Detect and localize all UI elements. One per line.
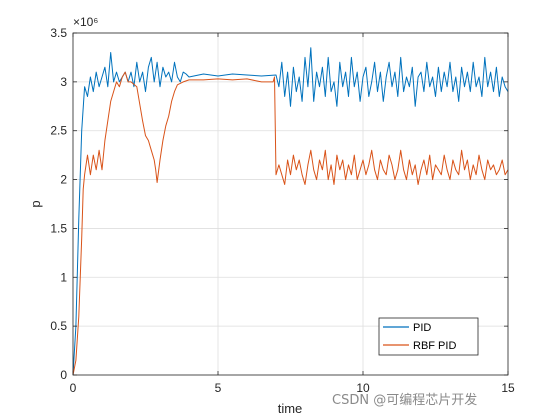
y-tick-label: 1.5 bbox=[50, 221, 67, 235]
legend-label-pid: PID bbox=[413, 322, 431, 334]
x-tick-label: 5 bbox=[215, 381, 222, 395]
x-tick-label: 15 bbox=[501, 381, 515, 395]
y-tick-label: 3.5 bbox=[50, 26, 67, 40]
y-tick-label: 0.5 bbox=[50, 319, 67, 333]
legend-label-rbf-pid: RBF PID bbox=[413, 340, 456, 352]
series-line-rbf-pid bbox=[72, 71, 509, 376]
x-tick-label: 10 bbox=[356, 381, 370, 395]
series-line-pid bbox=[72, 47, 509, 376]
x-tick-label: 0 bbox=[70, 381, 77, 395]
y-axis-label: p bbox=[28, 200, 43, 207]
y-tick-label: 1 bbox=[60, 270, 67, 284]
series-layer bbox=[72, 47, 509, 376]
y-tick-label: 2 bbox=[60, 173, 67, 187]
legend-box bbox=[378, 317, 479, 356]
y-tick-label: 2.5 bbox=[50, 124, 67, 138]
x-axis-label: time bbox=[278, 401, 303, 416]
y-tick-label: 3 bbox=[60, 75, 67, 89]
y-tick-label: 0 bbox=[60, 368, 67, 382]
ticks: 0 5 10 15 0 0.5 1 1.5 2 2.5 3 3.5 bbox=[50, 26, 515, 395]
grid bbox=[72, 32, 509, 376]
plot-frame bbox=[72, 32, 509, 376]
watermark: CSDN @可编程芯片开发 bbox=[332, 393, 478, 408]
y-exponent-label: ×10⁶ bbox=[73, 15, 98, 29]
legend: PID RBF PID bbox=[378, 317, 479, 356]
